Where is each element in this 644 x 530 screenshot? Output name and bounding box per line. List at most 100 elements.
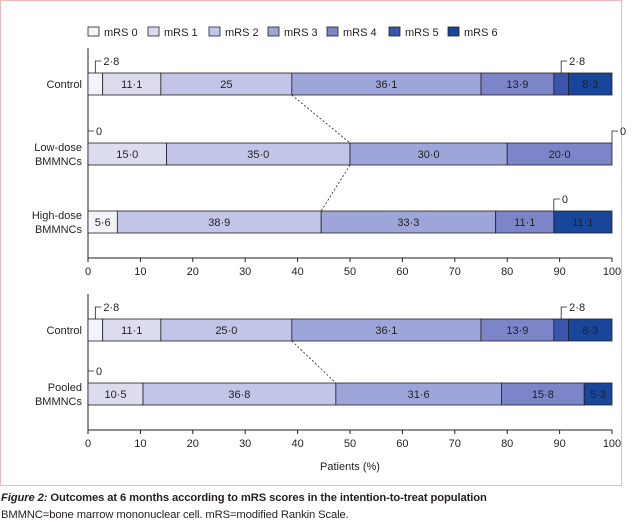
data-label-callout: 0 — [553, 194, 568, 211]
callout-line — [560, 306, 568, 319]
x-tick-label: 80 — [501, 266, 513, 278]
data-label: 2·8 — [569, 56, 585, 68]
row-label: Low-dose — [34, 142, 82, 154]
row-label: Pooled — [48, 382, 82, 394]
legend-item: mRS 4 — [326, 26, 377, 39]
data-label-callout: 2·8 — [94, 56, 119, 73]
callout-line — [560, 60, 568, 73]
x-tick-label: 40 — [291, 438, 303, 450]
data-label: 11·1 — [121, 325, 142, 337]
x-tick-label: 50 — [344, 438, 356, 450]
data-label: 15·8 — [532, 389, 554, 401]
data-label-callout: 0 — [87, 126, 102, 143]
stacked-bar-chart: mRS 0 mRS 1 mRS 2 mRS 3 mRS 4 mRS 5 mRS 6 0 10 20… — [32, 26, 626, 473]
data-label: 11·1 — [514, 217, 535, 229]
bar-segment — [553, 318, 569, 342]
x-tick-label: 50 — [344, 266, 356, 278]
legend-item: mRS 6 — [447, 26, 498, 39]
data-label: 5·6 — [95, 217, 111, 229]
bar-segment — [568, 72, 613, 96]
data-label: 36·8 — [228, 389, 250, 401]
data-label-callout: 2·8 — [560, 302, 585, 319]
callout-line — [611, 130, 618, 143]
bar-segment — [87, 72, 104, 96]
callout-line — [94, 60, 102, 73]
data-label: 20·0 — [549, 149, 571, 161]
legend-label: mRS 6 — [464, 27, 498, 39]
legend-item: mRS 1 — [147, 26, 198, 39]
data-label: 15·0 — [116, 149, 138, 161]
legend-label: mRS 3 — [284, 27, 318, 39]
row-label: BMMNCs — [35, 224, 83, 236]
legend-item: mRS 5 — [388, 26, 439, 39]
legend-swatch — [267, 26, 280, 37]
data-label: 31·6 — [408, 389, 430, 401]
x-tick-label: 20 — [187, 438, 199, 450]
x-tick-label: 10 — [134, 266, 146, 278]
x-tick-label: 100 — [603, 266, 621, 278]
data-label: 0 — [96, 366, 102, 378]
x-tick-label: 30 — [239, 438, 251, 450]
figure-caption-note: BMMNC=bone marrow mononuclear cell. mRS=… — [1, 509, 349, 521]
bar-segment — [553, 210, 613, 234]
legend-item: mRS 2 — [208, 26, 259, 39]
data-label: 10·5 — [104, 389, 126, 401]
data-label: 0 — [96, 126, 102, 138]
data-label: 11·1 — [572, 217, 593, 229]
bar-row: Pooled BMMNCs 010·5 36·8 31·6 15·8 5·3 — [35, 366, 613, 408]
connector-line — [291, 94, 351, 144]
bar-segment — [553, 72, 569, 96]
bar-segment — [583, 382, 613, 406]
x-tick-label: 40 — [291, 266, 303, 278]
x-axis-title: Patients (%) — [320, 461, 380, 473]
data-label: 38·9 — [208, 217, 230, 229]
x-tick-label: 20 — [187, 266, 199, 278]
data-label-callout: 0 — [611, 126, 626, 143]
row-label: BMMNCs — [35, 156, 83, 168]
data-label: 13·9 — [506, 325, 528, 337]
x-tick-label: 70 — [449, 266, 461, 278]
data-label: 2·8 — [103, 302, 119, 314]
data-label: 5·3 — [590, 389, 606, 401]
callout-line — [87, 370, 94, 383]
legend-swatch — [208, 26, 221, 37]
data-label-callout: 2·8 — [560, 56, 585, 73]
data-label: 25·0 — [215, 325, 237, 337]
figure-label: Figure 2: — [1, 492, 48, 504]
x-tick-label: 0 — [85, 438, 91, 450]
data-label: 35·0 — [247, 149, 269, 161]
x-tick-label: 0 — [85, 266, 91, 278]
callout-line — [94, 306, 102, 319]
legend-item: mRS 3 — [267, 26, 318, 39]
bar-segment — [506, 142, 613, 166]
row-label: High-dose — [32, 210, 82, 222]
data-label: 30·0 — [418, 149, 440, 161]
legend-label: mRS 1 — [164, 27, 198, 39]
legend-label: mRS 2 — [225, 27, 259, 39]
legend-swatch — [388, 26, 401, 37]
data-label: 8·3 — [582, 325, 598, 337]
legend-swatch — [447, 26, 460, 37]
x-tick-label: 100 — [603, 438, 621, 450]
connector-line — [291, 340, 337, 384]
data-label: 11·1 — [121, 79, 142, 91]
data-label: 25 — [220, 79, 232, 91]
legend-swatch — [87, 26, 100, 37]
data-label: 0 — [562, 194, 568, 206]
x-tick-label: 60 — [396, 266, 408, 278]
x-tick-label: 60 — [396, 438, 408, 450]
row-label: Control — [47, 79, 82, 91]
data-label-callout: 2·8 — [94, 302, 119, 319]
row-label: BMMNCs — [35, 396, 83, 408]
x-tick-label: 80 — [501, 438, 513, 450]
legend: mRS 0 mRS 1 mRS 2 mRS 3 mRS 4 mRS 5 mRS 6 — [87, 26, 498, 39]
legend-label: mRS 5 — [405, 27, 439, 39]
data-label: 36·1 — [375, 79, 397, 91]
data-label: 2·8 — [569, 302, 585, 314]
legend-swatch — [147, 26, 160, 37]
x-tick-label: 30 — [239, 266, 251, 278]
bar-segment — [87, 318, 104, 342]
figure-frame — [0, 0, 622, 486]
data-label: 36·1 — [375, 325, 397, 337]
